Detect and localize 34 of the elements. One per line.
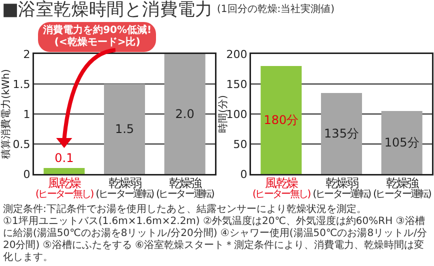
- x-tick-label: 乾燥強 (ヒーター運転): [373, 176, 431, 200]
- data-label: 1.5: [114, 122, 134, 136]
- x-tick-label: 乾燥弱 (ヒーター運転): [312, 176, 370, 200]
- data-label: 2.0: [175, 107, 194, 121]
- chart-subtitle: (1回分の乾燥:当社実測値): [217, 4, 335, 15]
- x-tick-label: 風乾燥 (ヒーター無し): [35, 176, 93, 200]
- y-tick-label: 200: [226, 48, 248, 61]
- y-tick-label: 100: [226, 108, 248, 121]
- data-label: 135分: [324, 126, 359, 140]
- x-tick-label: 風乾燥 (ヒーター無し): [252, 176, 310, 200]
- y-tick-label: 1.5: [12, 78, 30, 91]
- y-axis-title: 時間(分): [217, 95, 229, 133]
- data-label: 105分: [384, 136, 420, 150]
- chart-title: ■浴室乾燥時間と消費電力: [2, 0, 213, 20]
- bar: [44, 168, 85, 174]
- y-tick-label: 0: [23, 168, 30, 181]
- text: 測定条件:下記条件でお湯を使用したあと、結露センサーにより乾燥状況を測定。: [3, 204, 368, 216]
- y-tick-label: 0.5: [12, 138, 30, 151]
- bar: [320, 93, 362, 174]
- bar: [381, 111, 422, 174]
- y-axis-title: 積算消費電力(kWh): [0, 68, 12, 159]
- x-tick-label: 乾燥弱 (ヒーター運転): [96, 176, 154, 200]
- y-tick-label: 150: [226, 78, 248, 91]
- y-tick-label: 2: [23, 48, 30, 61]
- text: 消費電力を約90%低減!(<乾燥モード>比): [38, 22, 156, 52]
- text: ①1坪用ユニットバス(1.6m×1.6m×2.2m) ②外気温度は20℃、外気湿度は約60%RH ③浴槽に給湯(湯温50℃のお湯を8リットル/分20分間) ④シャワー使用(湯温50℃のお湯8リットル/分20分間) ⑤浴槽にふたをする ⑥浴室乾燥スタート＊測定条件により、消費電力、乾燥時間は変化します。: [3, 216, 428, 264]
- bar: [260, 66, 302, 174]
- y-tick-label: 50: [233, 138, 248, 151]
- data-label: 180分: [264, 113, 299, 127]
- data-label: 0.1: [54, 151, 74, 165]
- bar: [164, 54, 206, 174]
- y-tick-label: 1: [23, 108, 30, 121]
- y-tick-label: 0: [240, 168, 248, 181]
- x-tick-label: 乾燥強 (ヒーター運転): [156, 176, 214, 200]
